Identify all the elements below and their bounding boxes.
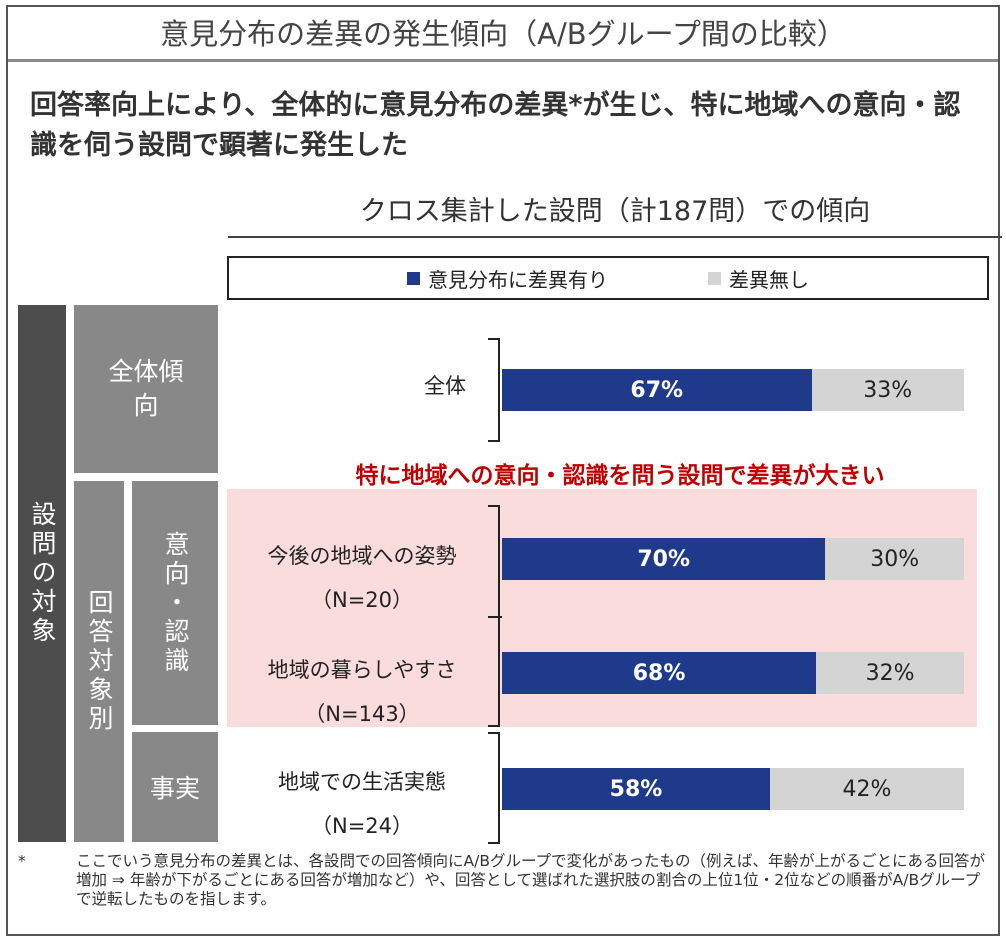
bar-segment-no: 32%	[816, 652, 964, 694]
bar-segment-no: 42%	[769, 768, 964, 810]
legend-swatch-no	[708, 271, 721, 285]
legend-item-no: 差異無し	[708, 264, 809, 293]
row-label-living: 地域での生活実態 （N=24）	[232, 764, 492, 844]
bar-row: 67% 33%	[502, 369, 964, 411]
legend-swatch-yes	[407, 271, 420, 285]
bar-segment-yes: 67%	[502, 369, 812, 411]
side-by-target-label: 回答対象別	[85, 589, 114, 734]
bar-segment-yes: 70%	[502, 538, 826, 580]
bar-row: 58% 42%	[502, 768, 964, 810]
row-label-living-name: 地域での生活実態	[278, 770, 446, 794]
bracket-tick	[488, 616, 502, 618]
bar-segment-yes: 58%	[502, 768, 770, 810]
row-label-overall: 全体	[360, 368, 530, 404]
row-label-attitude: 今後の地域への姿勢 （N=20）	[232, 538, 492, 618]
row-label-livability-n: （N=143）	[304, 702, 420, 726]
chart-subtitle: クロス集計した設問（計187問）での傾向	[228, 190, 1002, 238]
legend-label-no: 差異無し	[729, 267, 809, 292]
row-label-livability-name: 地域の暮らしやすさ	[267, 658, 457, 682]
footnote-mark: *	[18, 852, 26, 870]
side-outer-label: 設問の対象	[28, 501, 57, 646]
side-intent-box: 意向・認識	[132, 481, 218, 725]
legend: 意見分布に差異有り 差異無し	[227, 256, 989, 300]
legend-label-yes: 意見分布に差異有り	[428, 267, 608, 292]
row-label-livability: 地域の暮らしやすさ （N=143）	[232, 652, 492, 732]
row-label-living-n: （N=24）	[310, 814, 414, 838]
footnote-text: ここでいう意見分布の差異とは、各設問での回答傾向にA/Bグループで変化があったも…	[76, 852, 986, 908]
highlight-note: 特に地域への意向・認識を問う設問で差異が大きい	[355, 463, 885, 489]
legend-item-yes: 意見分布に差異有り	[407, 264, 608, 293]
bar-segment-yes: 68%	[502, 652, 817, 694]
side-fact-box: 事実	[132, 732, 218, 842]
side-overall-box: 全体傾向	[74, 305, 218, 473]
headline: 回答率向上により、全体的に意見分布の差異*が生じ、特に地域への意向・認識を伺う設…	[30, 90, 961, 161]
row-label-attitude-n: （N=20）	[310, 588, 414, 612]
slide-title: 意見分布の差異の発生傾向（A/Bグループ間の比較）	[8, 7, 998, 62]
bar-row: 68% 32%	[502, 652, 964, 694]
footnote: * ここでいう意見分布の差異とは、各設問での回答傾向にA/Bグループで変化があっ…	[18, 852, 988, 909]
bar-row: 70% 30%	[502, 538, 964, 580]
side-outer-box: 設問の対象	[18, 305, 66, 842]
bar-segment-no: 33%	[811, 369, 964, 411]
row-label-attitude-name: 今後の地域への姿勢	[267, 544, 457, 568]
side-fact-label: 事実	[149, 774, 200, 803]
bracket-overall	[488, 338, 500, 442]
bar-segment-no: 30%	[825, 538, 964, 580]
bracket-fact	[488, 732, 500, 844]
side-intent-label: 意向・認識	[161, 530, 190, 676]
side-overall-label: 全体傾向	[108, 357, 184, 420]
row-label-overall-name: 全体	[424, 374, 466, 398]
side-by-target-box: 回答対象別	[74, 481, 124, 842]
